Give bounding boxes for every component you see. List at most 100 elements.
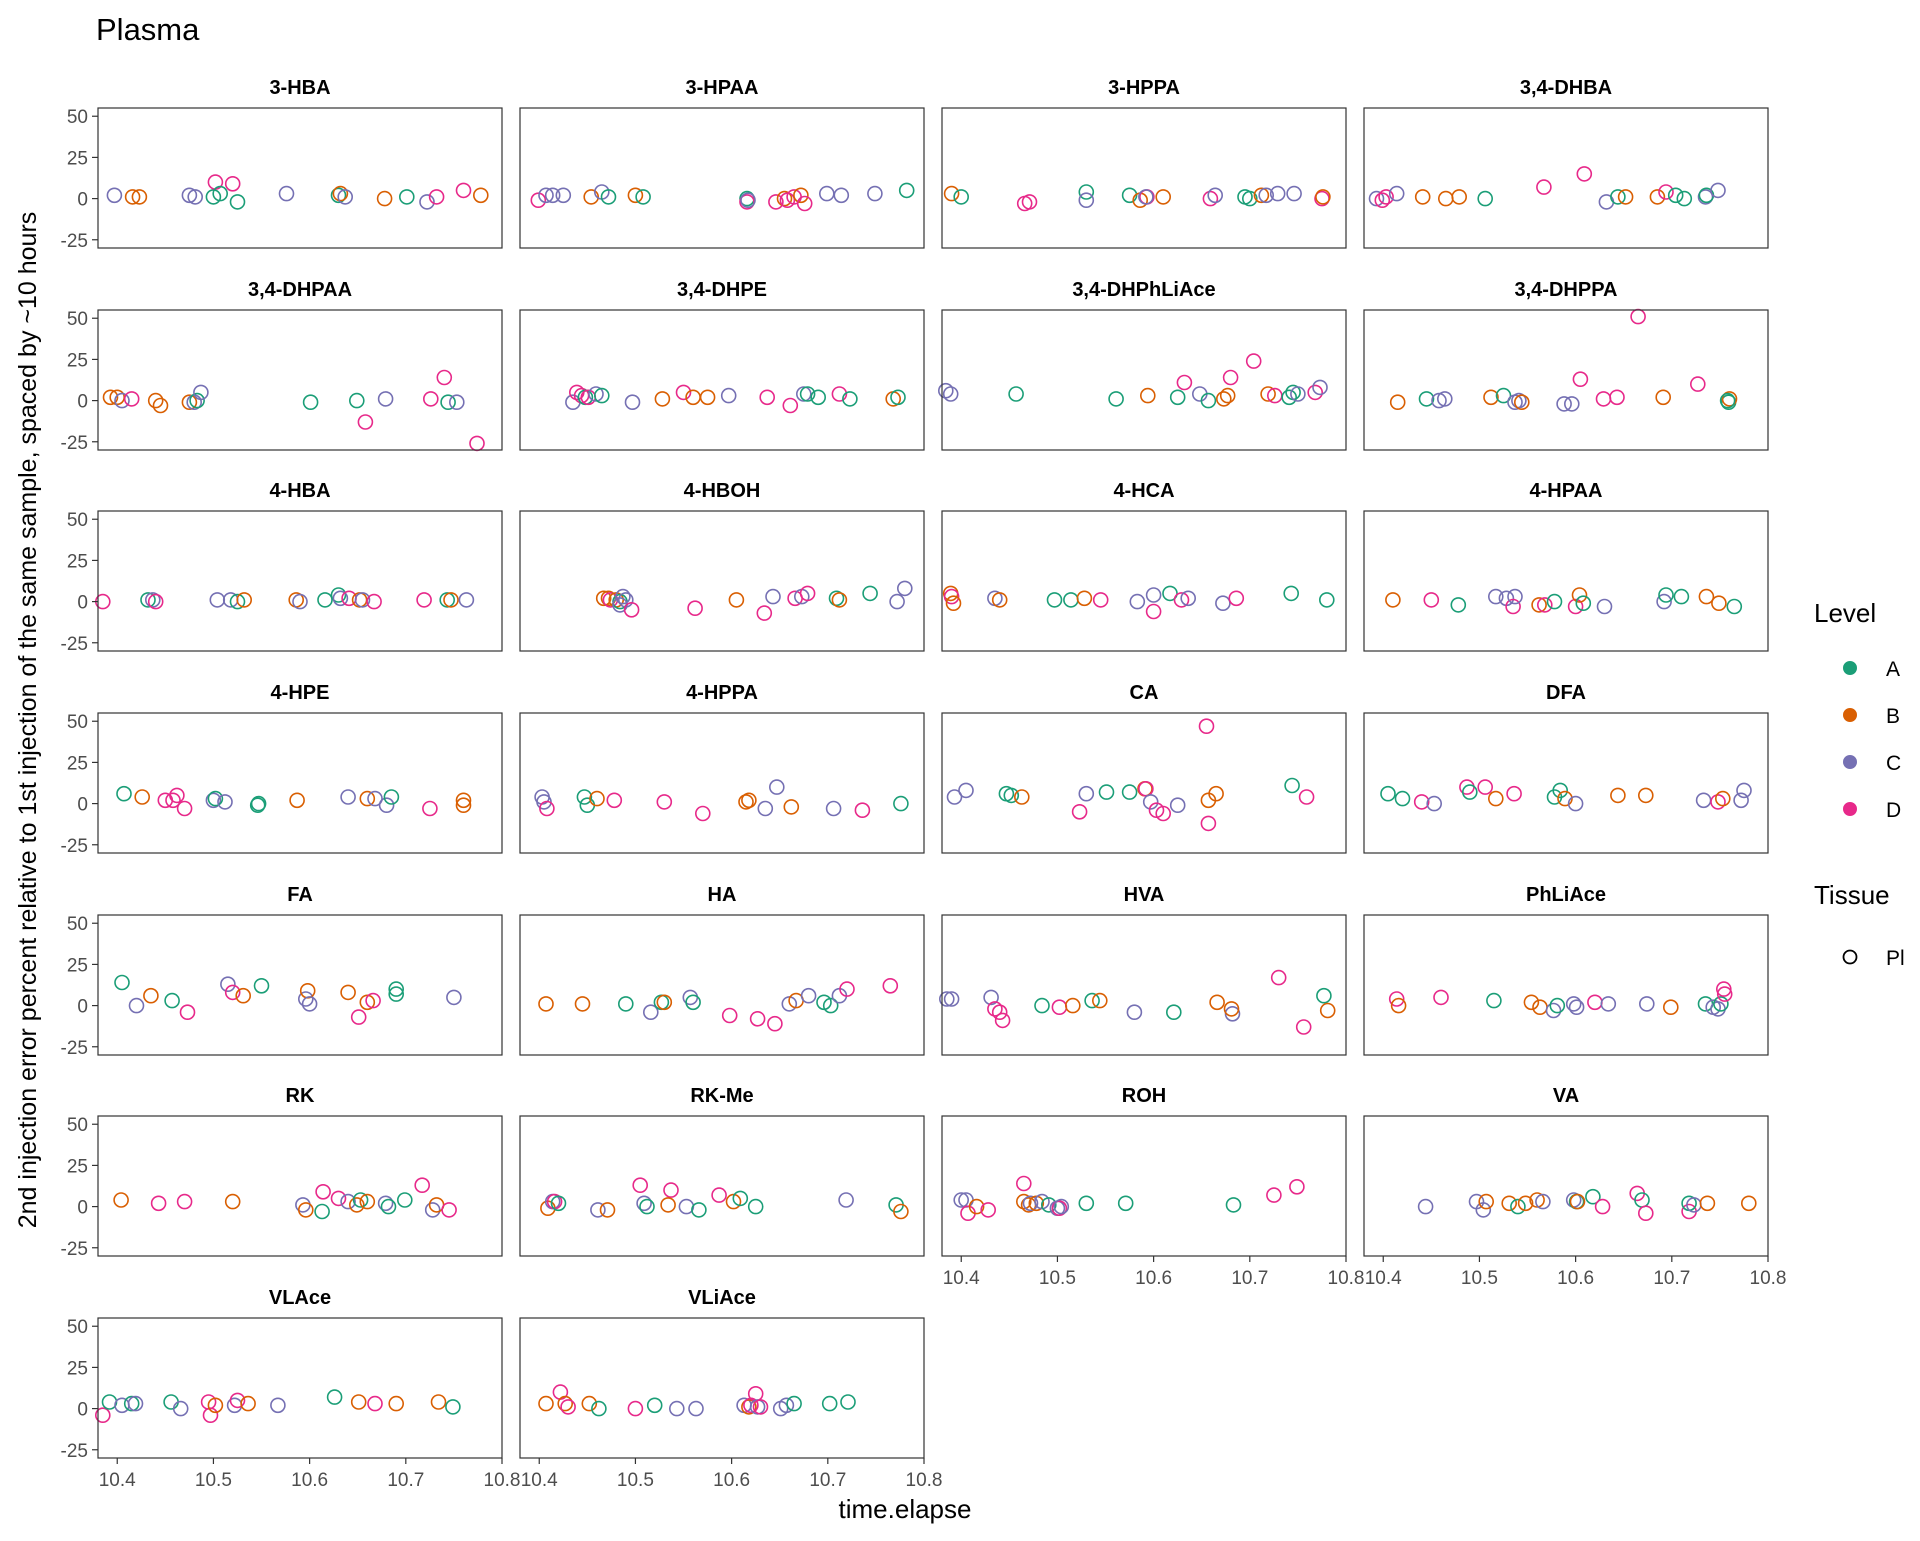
data-point <box>297 991 314 1007</box>
data-point <box>1173 592 1190 608</box>
data-point <box>1656 593 1672 610</box>
panel-border <box>1363 309 1769 451</box>
data-point <box>958 782 974 799</box>
data-point <box>1690 376 1706 392</box>
data-point <box>799 386 816 402</box>
data-point <box>1571 587 1588 603</box>
facet-panel-va: VA 10.4 10.5 10.6 10.7 10.8 <box>1363 1085 1786 1289</box>
y-tick-label: 25 <box>67 1358 88 1379</box>
data-point <box>1710 182 1726 199</box>
data-point <box>1003 787 1020 804</box>
data-point <box>691 1202 707 1218</box>
data-point <box>1092 992 1108 1009</box>
data-point <box>1394 790 1411 807</box>
data-point <box>656 994 673 1011</box>
data-point <box>953 1192 970 1208</box>
x-tick-label: 10.5 <box>1461 1268 1498 1289</box>
data-point <box>1390 997 1407 1014</box>
data-point <box>1741 1195 1757 1212</box>
data-point <box>946 789 963 805</box>
y-tick-label: 0 <box>77 997 88 1018</box>
facet-panel-phliace: PhLiAce <box>1363 884 1769 1056</box>
y-tick-label: 0 <box>77 1400 88 1421</box>
y-tick-label: -25 <box>61 1441 88 1462</box>
data-point <box>668 1400 685 1417</box>
data-point <box>1076 590 1093 607</box>
facet-panels: 3-HBA -25 0 25 50 3-HPAA 3-HPPA 3,4-DHBA 3,4-DHP… <box>61 77 1787 1491</box>
data-point <box>205 792 222 809</box>
data-point <box>1219 387 1236 404</box>
data-point <box>1316 987 1332 1004</box>
data-point <box>867 185 883 202</box>
facet-panel-3-hppa: 3-HPPA <box>941 77 1347 249</box>
data-point <box>235 987 251 1004</box>
data-point <box>224 984 241 1001</box>
data-point <box>818 185 835 202</box>
facet-strip-label: 3,4-DHPAA <box>248 279 352 301</box>
data-point <box>1295 1019 1312 1035</box>
data-point <box>354 592 371 608</box>
x-tick-label: 10.8 <box>906 1470 943 1491</box>
data-point <box>114 974 130 991</box>
data-point <box>229 593 246 610</box>
data-point <box>617 996 634 1012</box>
data-point <box>123 391 140 407</box>
facet-strip-label: RK <box>286 1085 315 1107</box>
data-point <box>1478 1193 1494 1210</box>
data-point <box>1253 187 1270 204</box>
data-point <box>152 397 169 414</box>
data-point <box>1459 779 1475 795</box>
y-tick-label: 0 <box>77 190 88 211</box>
data-point <box>337 189 354 205</box>
data-point <box>606 792 623 809</box>
facet-strip-label: PhLiAce <box>1526 884 1606 906</box>
data-point <box>1475 1202 1492 1218</box>
data-point <box>1223 1001 1240 1017</box>
data-point <box>1290 386 1306 402</box>
data-point <box>699 389 716 406</box>
data-point <box>299 982 316 999</box>
data-point <box>1532 999 1548 1016</box>
x-tick-label: 10.8 <box>484 1470 521 1491</box>
data-point <box>1021 194 1038 210</box>
data-point <box>581 1395 598 1412</box>
legend-level-title: Level <box>1814 598 1876 628</box>
data-point <box>193 384 209 401</box>
facet-panel-ha: HA <box>519 884 925 1056</box>
data-point <box>340 1193 356 1210</box>
data-point <box>1426 795 1442 812</box>
data-point <box>1546 593 1563 610</box>
data-point <box>383 789 400 805</box>
data-point <box>302 394 319 411</box>
data-point <box>1063 592 1079 608</box>
data-point <box>297 1202 314 1218</box>
data-point <box>443 592 459 608</box>
panel-border <box>97 1317 503 1459</box>
data-point <box>987 1001 1003 1017</box>
data-point <box>1034 997 1050 1014</box>
data-point <box>685 994 701 1011</box>
data-point <box>1208 785 1224 802</box>
data-point <box>163 1394 179 1410</box>
legend-key-level-a <box>1843 661 1857 675</box>
data-point <box>1198 718 1215 735</box>
data-point <box>1138 780 1154 797</box>
data-point <box>169 787 185 804</box>
data-point <box>388 981 405 997</box>
data-point <box>1726 598 1743 615</box>
data-point <box>1514 394 1530 411</box>
data-point <box>1053 1198 1070 1215</box>
data-point <box>1511 392 1527 409</box>
data-point <box>348 392 365 409</box>
data-point <box>1319 592 1335 608</box>
y-tick-label: 50 <box>67 510 88 531</box>
data-point <box>1046 592 1063 608</box>
data-point <box>1180 590 1196 607</box>
facet-panel-dfa: DFA <box>1363 682 1769 854</box>
data-point <box>189 392 205 409</box>
facet-strip-label: 3,4-DHPE <box>677 279 767 301</box>
facet-panel-4-hpaa: 4-HPAA <box>1363 480 1769 652</box>
data-point <box>1638 1205 1654 1221</box>
data-point <box>1594 1198 1611 1215</box>
data-point <box>1575 595 1592 612</box>
